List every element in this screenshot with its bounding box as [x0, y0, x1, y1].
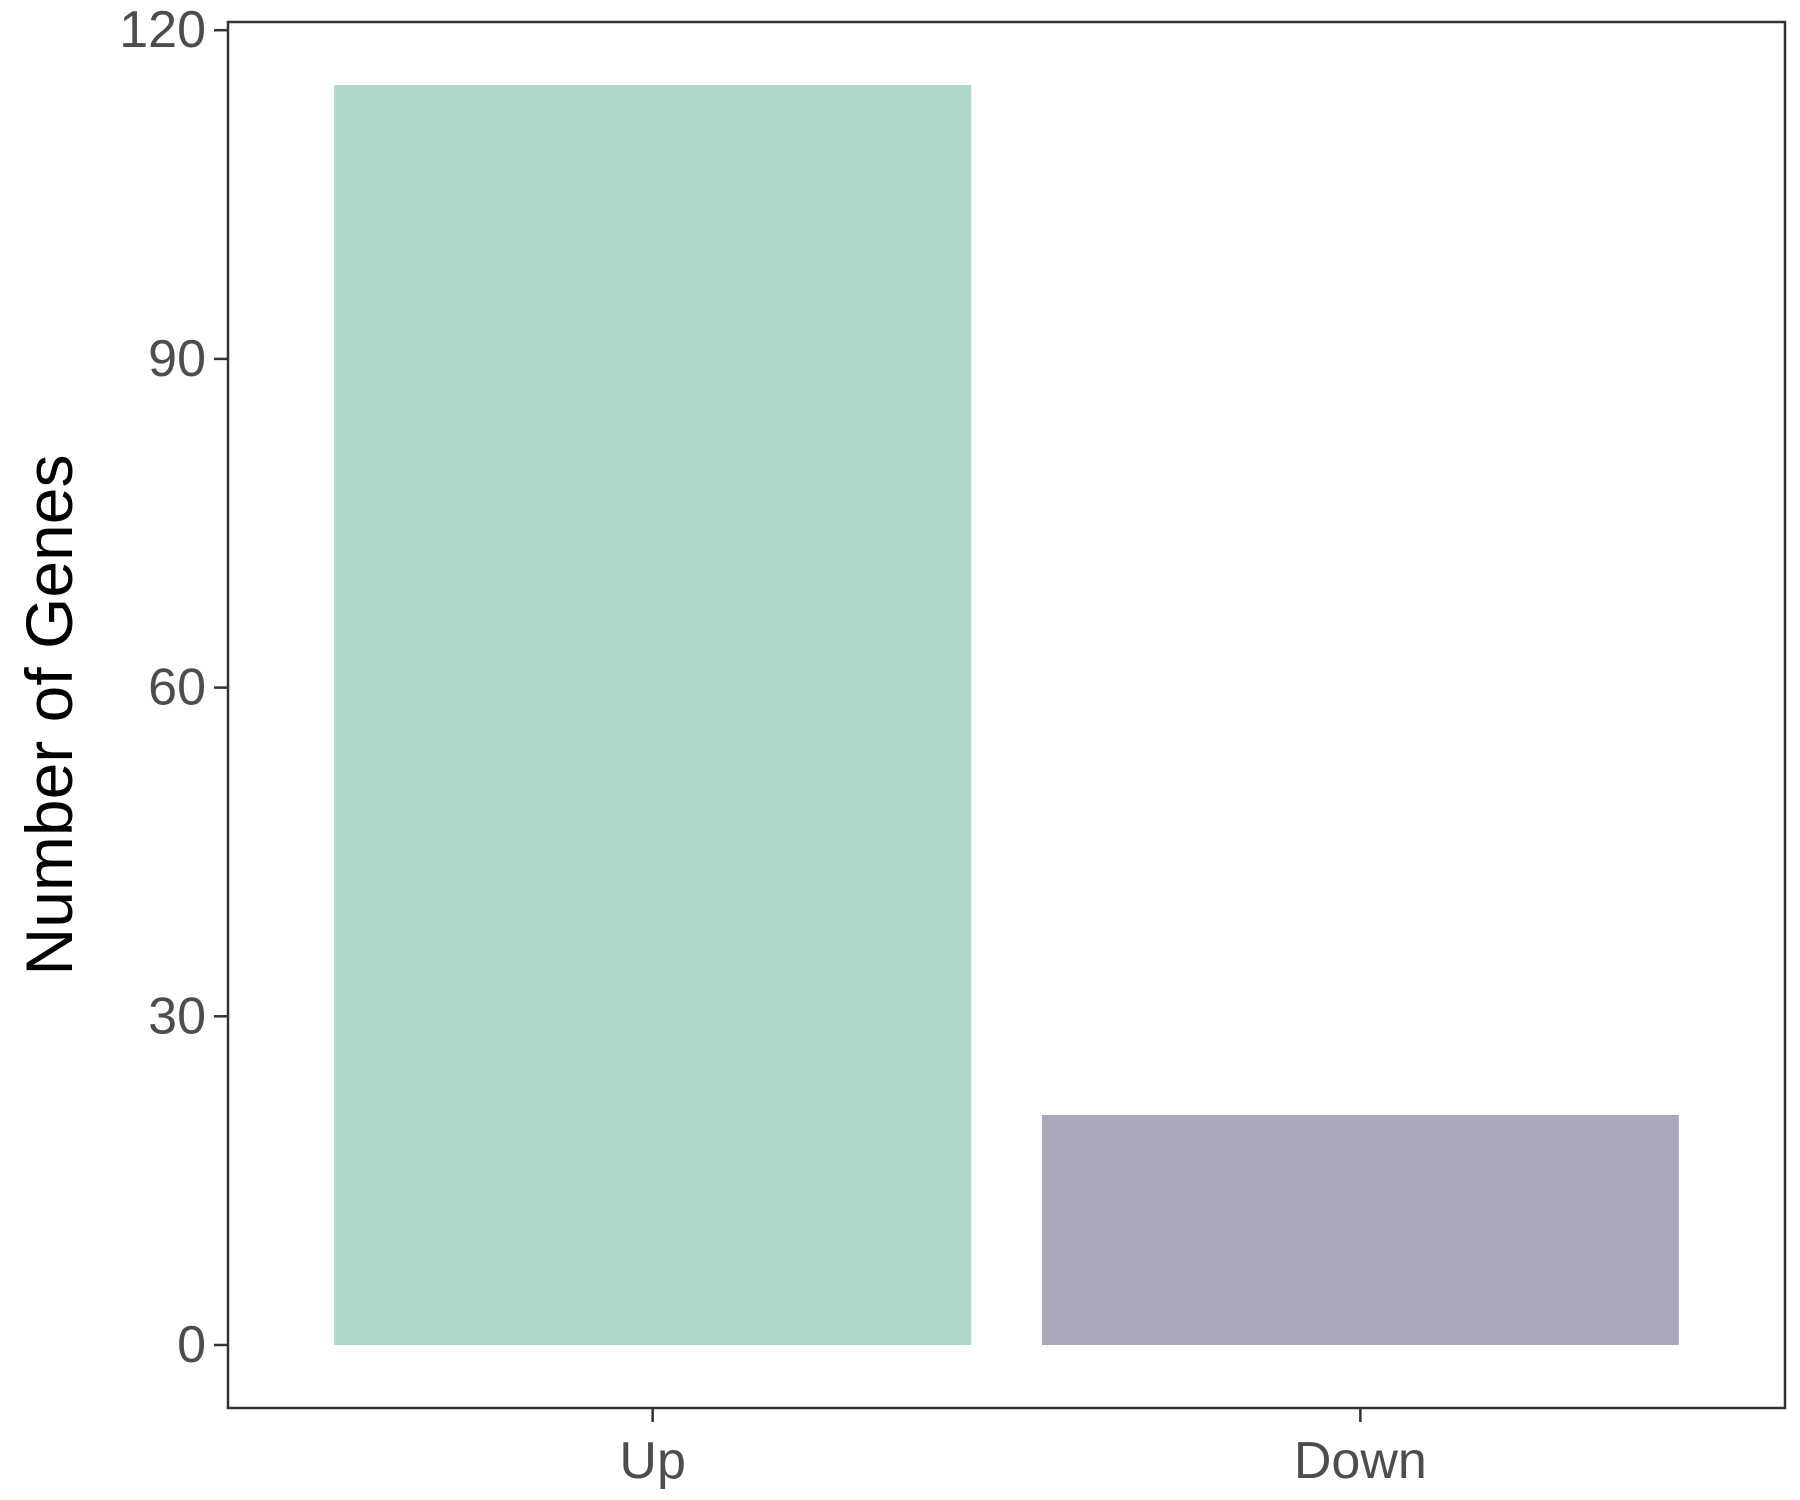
y-tick-label: 30 [148, 987, 206, 1045]
x-tick-label: Up [619, 1432, 685, 1490]
y-tick-label: 120 [119, 1, 206, 59]
y-axis-title: Number of Genes [12, 455, 86, 976]
y-tick-label: 0 [177, 1316, 206, 1374]
x-tick-label: Down [1294, 1432, 1427, 1490]
y-axis: 0 30 60 90 120 [119, 1, 228, 1374]
bar-down [1041, 1114, 1679, 1345]
panel-border [226, 20, 1787, 1410]
x-axis: Up Down [619, 1408, 1427, 1490]
bar-up [334, 85, 972, 1345]
bars-layer [334, 85, 1679, 1345]
y-tick-label: 60 [148, 659, 206, 717]
y-tick-label: 90 [148, 330, 206, 388]
